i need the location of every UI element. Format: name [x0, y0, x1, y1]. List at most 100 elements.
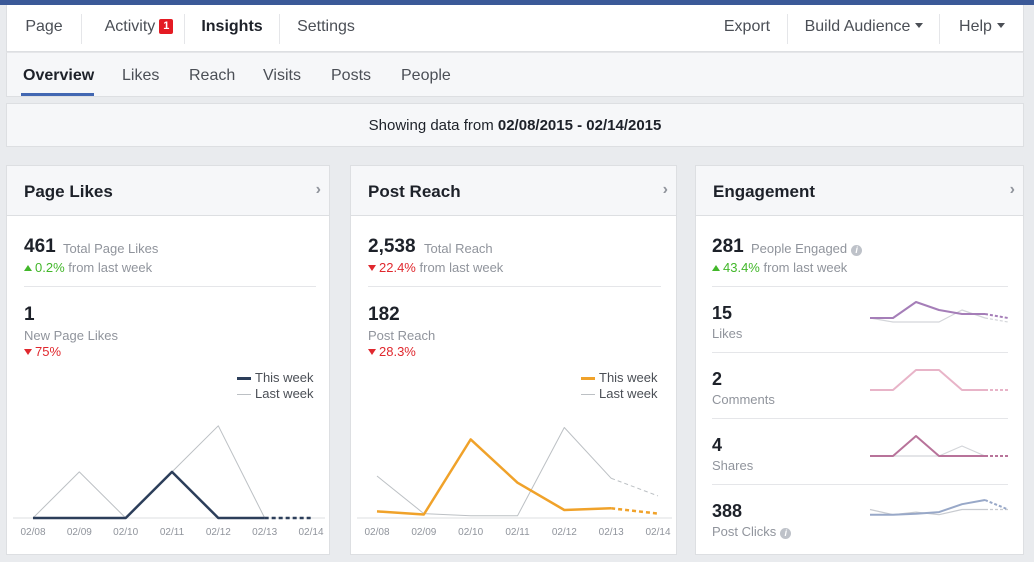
nav-page-label: Page: [25, 18, 63, 35]
series-line-this-week: [33, 470, 265, 520]
chevron-right-icon[interactable]: ›: [1009, 181, 1015, 198]
series-line-last-week: [32, 425, 266, 519]
nav-settings[interactable]: Settings: [296, 5, 356, 51]
chevron-down-icon: [996, 23, 1005, 28]
post-reach-change: 28.3%: [368, 344, 416, 359]
sparkline-last-week: [869, 309, 986, 323]
sparkline-this-week: [870, 435, 985, 457]
post-reach-label: Post Reach: [368, 328, 436, 343]
series-segment-last-week-partial: [610, 477, 659, 497]
people-engaged-label: People Engaged: [751, 241, 848, 256]
new-page-likes-change: 75%: [24, 344, 61, 359]
people-engaged-label-wrap: People Engaged i: [751, 241, 863, 256]
x-tick-label: 02/12: [206, 527, 231, 538]
chevron-right-icon[interactable]: ›: [662, 181, 668, 198]
legend-swatch: [237, 394, 251, 396]
nav-page[interactable]: Page: [21, 5, 67, 51]
nav-separator: [279, 14, 280, 44]
chevron-right-icon[interactable]: ›: [315, 181, 321, 198]
export-label: Export: [723, 18, 771, 35]
x-tick-label: 02/13: [599, 527, 624, 538]
series-segment-this-week-partial: [611, 507, 659, 515]
series-line-last-week: [376, 427, 612, 517]
chart-legend: This week Last week: [581, 370, 658, 402]
help-dropdown[interactable]: Help: [957, 5, 1007, 51]
legend-last-week: Last week: [237, 386, 314, 402]
help-label: Help: [959, 18, 992, 35]
comments-value: 2: [712, 369, 723, 389]
post-reach-card: Post Reach › 2,538 Total Reach 22.4% fro…: [350, 165, 677, 555]
nav-separator: [787, 14, 788, 44]
tab-reach[interactable]: Reach: [189, 53, 235, 97]
shares-value: 4: [712, 435, 723, 455]
tab-visits[interactable]: Visits: [263, 53, 301, 97]
likes-value: 15: [712, 303, 733, 323]
build-audience-dropdown[interactable]: Build Audience: [804, 5, 924, 51]
shares-label: Shares: [712, 458, 754, 473]
x-tick-label: 02/09: [411, 527, 436, 538]
change-percent: 28.3%: [379, 344, 416, 359]
tab-posts[interactable]: Posts: [331, 53, 371, 97]
nav-settings-label: Settings: [297, 18, 355, 35]
build-audience-label: Build Audience: [804, 18, 911, 35]
post-clicks-label-wrap: Post Clicks i: [712, 524, 792, 539]
post-clicks-sparkline: [869, 499, 1009, 516]
change-suffix: from last week: [763, 260, 848, 275]
nav-insights-label: Insights: [201, 18, 263, 35]
info-icon[interactable]: i: [780, 528, 792, 539]
x-tick-label: 02/11: [160, 527, 185, 538]
people-engaged-change: 43.4% from last week: [712, 260, 847, 275]
total-reach-change: 22.4% from last week: [368, 260, 503, 275]
export-button[interactable]: Export: [722, 5, 772, 51]
divider: [712, 484, 1008, 485]
shares-sparkline: [870, 435, 1008, 457]
total-reach-value: 2,538: [368, 236, 416, 257]
card-title: Engagement: [713, 182, 816, 201]
post-clicks-label: Post Clicks: [712, 524, 777, 539]
tab-people[interactable]: People: [401, 53, 451, 97]
x-tick-label: 02/10: [113, 527, 138, 538]
top-navigation: Page Activity 1 Insights Settings Export …: [6, 5, 1024, 52]
page-likes-chart: 02/08 02/09 02/10 02/11 02/12 02/13 02/14: [13, 425, 325, 538]
x-tick-label: 02/08: [20, 527, 45, 538]
page-likes-card: Page Likes › 461 Total Page Likes 0.2% f…: [6, 165, 330, 555]
tab-visits-label: Visits: [263, 67, 301, 84]
sparkline-last-week: [870, 445, 986, 457]
nav-activity[interactable]: Activity 1: [99, 5, 179, 51]
divider: [712, 286, 1008, 287]
sparkline-this-week: [870, 301, 985, 319]
tab-likes[interactable]: Likes: [122, 53, 159, 97]
divider: [712, 418, 1008, 419]
tab-likes-label: Likes: [122, 67, 160, 84]
change-percent: 43.4%: [723, 260, 760, 275]
date-range-prefix: Showing data from: [368, 117, 498, 134]
legend-this-week: This week: [581, 370, 658, 386]
comments-label: Comments: [712, 392, 775, 407]
people-engaged-value: 281: [712, 236, 744, 257]
nav-insights[interactable]: Insights: [201, 5, 263, 51]
sparkline-last-week-partial: [984, 317, 1009, 323]
legend-swatch: [237, 377, 251, 381]
total-page-likes-change: 0.2% from last week: [24, 260, 152, 275]
post-reach-value: 182: [368, 304, 400, 325]
activity-badge: 1: [159, 19, 174, 34]
arrow-down-icon: [368, 349, 376, 355]
total-page-likes-value: 461: [24, 236, 56, 257]
info-icon[interactable]: i: [851, 245, 863, 256]
tab-overview[interactable]: Overview: [23, 53, 94, 97]
card-header: Engagement ›: [696, 166, 1023, 216]
post-clicks-value: 388: [712, 501, 743, 521]
nav-activity-label: Activity: [104, 18, 156, 35]
legend-label: This week: [255, 370, 314, 385]
change-percent: 0.2%: [35, 260, 65, 275]
card-header: Page Likes ›: [7, 166, 329, 216]
sparkline-this-week-partial: [984, 499, 1009, 511]
tab-reach-label: Reach: [189, 67, 236, 84]
change-percent: 75%: [35, 344, 62, 359]
series-line-this-week: [376, 438, 612, 516]
x-tick-label: 02/14: [645, 527, 670, 538]
tab-posts-label: Posts: [331, 67, 372, 84]
sparkline-this-week: [870, 499, 986, 516]
top-brand-strip: [0, 0, 1034, 5]
x-tick-label: 02/09: [67, 527, 92, 538]
